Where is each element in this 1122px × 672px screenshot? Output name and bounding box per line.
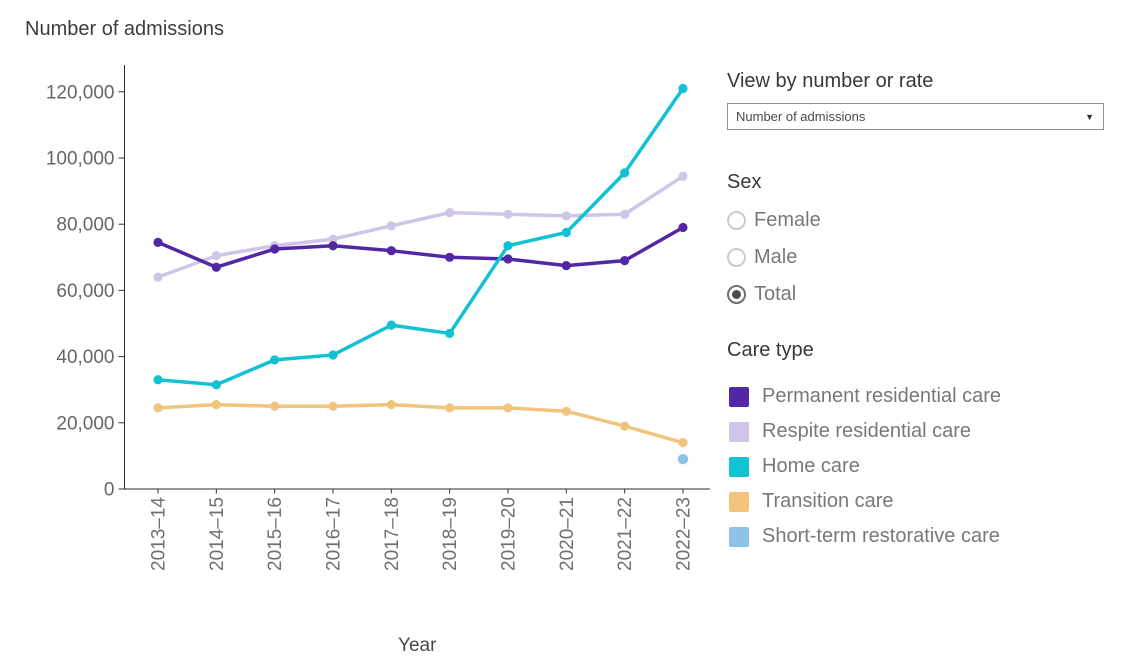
- legend-swatch-icon: [729, 386, 749, 407]
- admissions-line-chart[interactable]: 0 20,000 40,000 60,000 80,000 100,000 120,000 2…: [0, 0, 722, 672]
- legend-label: Short-term restorative care: [762, 525, 1000, 547]
- data-point: [445, 252, 455, 262]
- x-tick-label: 2017–18: [382, 497, 403, 571]
- series-respite-residential-care[interactable]: [153, 171, 688, 282]
- data-point: [270, 401, 280, 411]
- data-point: [328, 350, 338, 360]
- data-point: [270, 355, 280, 365]
- y-tick-label: 20,000: [56, 413, 114, 434]
- data-point: [445, 328, 455, 339]
- series-home-care[interactable]: [153, 83, 688, 390]
- sex-radio-label: Female: [754, 209, 821, 231]
- x-tick-label: 2020–21: [557, 497, 578, 571]
- data-point: [386, 320, 396, 330]
- data-point: [211, 399, 221, 410]
- sex-radio-male[interactable]: Male: [727, 243, 821, 272]
- legend-swatch-icon: [729, 526, 749, 547]
- data-point: [445, 208, 455, 218]
- data-point: [620, 209, 630, 219]
- data-point: [153, 272, 163, 282]
- data-point: [561, 227, 571, 238]
- legend-label: Respite residential care: [762, 420, 971, 442]
- data-point: [328, 401, 338, 411]
- legend-label: Permanent residential care: [762, 385, 1002, 407]
- view-by-dropdown[interactable]: Number of admissions ▼: [727, 103, 1104, 130]
- data-point: [620, 256, 630, 266]
- chart-title: Number of admissions: [25, 18, 224, 40]
- sex-radio-female[interactable]: Female: [727, 206, 821, 235]
- view-by-heading: View by number or rate: [727, 70, 934, 92]
- data-point: [328, 234, 338, 244]
- data-point: [677, 454, 689, 465]
- care-type-heading: Care type: [727, 339, 814, 361]
- y-tick-label: 120,000: [46, 82, 115, 103]
- legend-item-permanent-residential-care[interactable]: Permanent residential care: [729, 385, 1002, 407]
- axes: 0 20,000 40,000 60,000 80,000 100,000 120,000 2…: [46, 65, 710, 656]
- x-tick-label: 2014–15: [207, 497, 228, 571]
- data-point: [678, 438, 688, 448]
- data-point: [561, 406, 571, 416]
- data-point: [445, 403, 455, 413]
- y-tick-label: 40,000: [56, 347, 114, 368]
- data-point: [153, 403, 163, 413]
- sex-radio-label: Total: [754, 283, 797, 305]
- data-point: [153, 237, 163, 248]
- legend-item-transition-care[interactable]: Transition care: [729, 490, 1001, 512]
- radio-button-icon: [727, 211, 746, 230]
- view-by-selected-value: Number of admissions: [736, 109, 866, 124]
- radio-button-icon: [727, 285, 746, 304]
- data-point: [211, 380, 221, 390]
- data-point: [678, 222, 688, 233]
- legend-swatch-icon: [729, 456, 749, 477]
- x-tick-label: 2016–17: [323, 497, 344, 571]
- x-tick-label: 2019–20: [498, 497, 519, 571]
- legend-label: Transition care: [762, 490, 894, 512]
- series-short-term-restorative-care[interactable]: [677, 454, 689, 465]
- legend-label: Home care: [762, 455, 860, 477]
- y-tick-label: 100,000: [46, 149, 115, 170]
- data-point: [503, 254, 513, 264]
- y-tick-label: 60,000: [56, 281, 114, 302]
- data-point: [503, 209, 513, 219]
- data-point: [328, 241, 338, 251]
- sex-radio-total[interactable]: Total: [727, 280, 821, 309]
- data-point: [620, 421, 630, 431]
- x-axis-title: Year: [398, 635, 437, 656]
- data-point: [561, 260, 571, 271]
- chevron-down-icon: ▼: [1085, 111, 1094, 122]
- series-permanent-residential-care[interactable]: [153, 222, 688, 272]
- data-point: [386, 221, 396, 231]
- data-point: [678, 171, 688, 181]
- data-point: [678, 83, 688, 94]
- care-type-legend: Permanent residential care Respite reside…: [729, 385, 1002, 547]
- radio-button-icon: [727, 248, 746, 267]
- legend-item-home-care[interactable]: Home care: [729, 455, 1001, 477]
- data-point: [153, 375, 163, 385]
- legend-item-short-term-restorative-care[interactable]: Short-term restorative care: [729, 525, 1001, 547]
- sex-radio-label: Male: [754, 246, 798, 268]
- data-point: [503, 403, 513, 413]
- sex-radio-group: Female Male Total: [727, 206, 821, 309]
- data-point: [211, 262, 221, 272]
- data-point: [211, 251, 221, 261]
- legend-item-respite-residential-care[interactable]: Respite residential care: [729, 420, 1001, 442]
- series-transition-care[interactable]: [153, 399, 688, 448]
- data-point: [561, 211, 571, 221]
- x-tick-label: 2013–14: [149, 497, 170, 571]
- sex-heading: Sex: [727, 171, 762, 193]
- y-tick-label: 80,000: [56, 215, 114, 236]
- legend-swatch-icon: [729, 491, 749, 512]
- data-point: [270, 244, 280, 254]
- x-tick-label: 2021–22: [615, 497, 636, 571]
- data-point: [620, 168, 630, 178]
- data-point: [503, 241, 513, 251]
- x-tick-label: 2015–16: [265, 497, 286, 571]
- data-point: [386, 399, 396, 410]
- y-tick-label: 0: [104, 480, 115, 501]
- legend-swatch-icon: [729, 421, 749, 442]
- data-point: [386, 246, 396, 256]
- x-tick-label: 2018–19: [440, 497, 461, 571]
- x-tick-label: 2022–23: [673, 497, 694, 571]
